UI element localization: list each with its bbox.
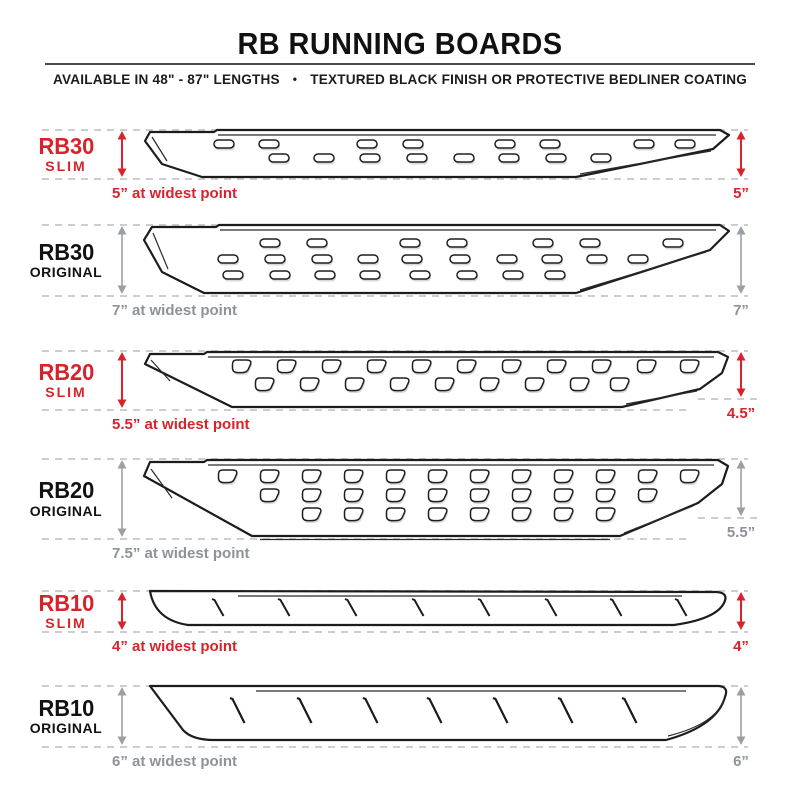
product-row-rb20-original: RB20 ORIGINAL 7.5” at widest point 5.5” <box>0 458 800 562</box>
end-height-label: 7” <box>733 302 749 319</box>
running-board-drawing <box>143 128 731 179</box>
model-variant: SLIM <box>45 158 87 175</box>
model-label: RB20 ORIGINAL <box>16 459 116 538</box>
model-variant: ORIGINAL <box>29 264 103 281</box>
product-row-rb10-slim: RB10 SLIM 4” at widest point 4” <box>0 589 800 655</box>
model-variant: ORIGINAL <box>29 720 103 737</box>
width-measure-arrow-icon <box>117 460 127 537</box>
model-name: RB30 <box>38 132 94 159</box>
running-board-drawing <box>143 350 730 409</box>
model-name: RB20 <box>38 477 94 504</box>
model-name: RB30 <box>38 238 94 265</box>
model-name: RB10 <box>38 589 94 616</box>
product-row-rb10-original: RB10 ORIGINAL 6” at widest point 6” <box>0 684 800 770</box>
model-label: RB30 ORIGINAL <box>16 225 116 295</box>
model-label: RB10 SLIM <box>16 591 116 631</box>
model-variant: SLIM <box>45 615 87 632</box>
bullet-separator-icon: • <box>292 72 298 86</box>
model-label: RB10 ORIGINAL <box>16 686 116 746</box>
running-board-drawing <box>148 589 727 627</box>
height-measure-arrow-icon <box>736 592 746 630</box>
product-row-rb30-original: RB30 ORIGINAL 7” at widest point 7” <box>0 223 800 319</box>
running-board-drawing <box>142 223 731 295</box>
page-title: RB RUNNING BOARDS <box>237 26 563 61</box>
dashed-line-bottom <box>42 178 748 180</box>
dashed-line-end-height <box>698 517 762 519</box>
title-underline <box>45 63 755 65</box>
end-height-label: 5.5” <box>726 524 756 541</box>
dashed-line-bottom <box>42 631 748 633</box>
dashed-line-bottom <box>42 295 748 297</box>
height-measure-arrow-icon <box>736 687 746 745</box>
page-subtitle: AVAILABLE IN 48" - 87" LENGTHS • TEXTURED … <box>0 72 800 87</box>
model-name: RB20 <box>38 358 94 385</box>
width-measure-arrow-icon <box>117 226 127 294</box>
widest-point-label: 5.5” at widest point <box>112 416 250 433</box>
dashed-line-bottom <box>42 746 748 748</box>
model-variant: SLIM <box>45 384 87 401</box>
end-height-label: 6” <box>733 753 749 770</box>
widest-point-label: 7” at widest point <box>112 302 238 319</box>
model-label: RB20 SLIM <box>16 351 116 409</box>
product-row-rb20-slim: RB20 SLIM 5.5” at widest point 4.5” <box>0 350 800 433</box>
widest-point-label: 7.5” at widest point <box>112 545 250 562</box>
dashed-line-end-height <box>698 398 762 400</box>
width-measure-arrow-icon <box>117 592 127 630</box>
width-measure-arrow-icon <box>117 352 127 408</box>
widest-point-label: 4” at widest point <box>112 638 238 655</box>
end-height-label: 4.5” <box>726 405 756 422</box>
subtitle-finish: TEXTURED BLACK FINISH OR PROTECTIVE BEDL… <box>310 72 748 87</box>
height-measure-arrow-icon <box>736 131 746 177</box>
end-height-label: 4” <box>733 638 749 655</box>
width-measure-arrow-icon <box>117 131 127 177</box>
subtitle-lengths: AVAILABLE IN 48" - 87" LENGTHS <box>52 72 280 87</box>
model-variant: ORIGINAL <box>29 502 103 519</box>
widest-point-label: 5” at widest point <box>112 185 238 202</box>
widest-point-label: 6” at widest point <box>112 753 238 770</box>
dashed-line-bottom <box>42 409 690 411</box>
product-row-rb30-slim: RB30 SLIM 5” at widest point 5” <box>0 128 800 202</box>
height-measure-arrow-icon <box>736 352 746 397</box>
model-label: RB30 SLIM <box>16 130 116 178</box>
end-height-label: 5” <box>733 185 749 202</box>
model-name: RB10 <box>38 694 94 721</box>
height-measure-arrow-icon <box>736 226 746 294</box>
running-board-drawing <box>148 684 728 742</box>
running-board-drawing <box>142 458 730 541</box>
width-measure-arrow-icon <box>117 687 127 745</box>
height-measure-arrow-icon <box>736 460 746 516</box>
